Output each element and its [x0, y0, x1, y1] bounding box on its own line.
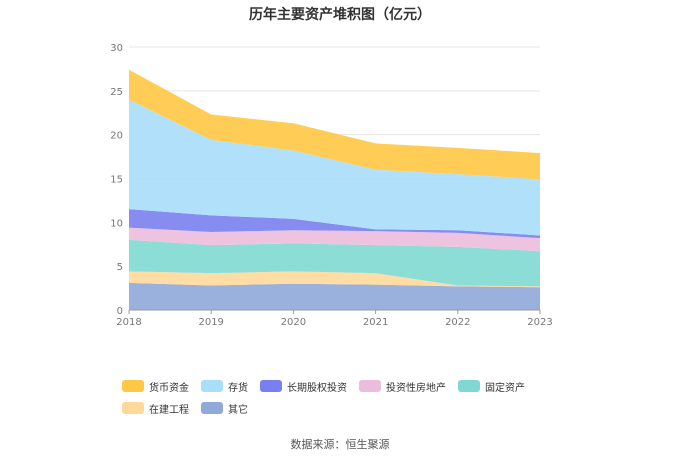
- legend-swatch: [122, 402, 144, 414]
- legend-item[interactable]: 货币资金: [122, 379, 189, 394]
- legend-label: 长期股权投资: [287, 382, 347, 394]
- chart-title: 历年主要资产堆积图（亿元）: [249, 7, 431, 23]
- legend-item[interactable]: 其它: [201, 401, 248, 416]
- legend-item[interactable]: 投资性房地产: [359, 379, 446, 394]
- legend-label: 其它: [228, 404, 248, 416]
- legend-swatch: [201, 380, 223, 392]
- y-tick-label: 5: [117, 262, 123, 273]
- legend-item[interactable]: 在建工程: [122, 401, 189, 416]
- legend-label: 货币资金: [149, 382, 189, 394]
- legend-label: 投资性房地产: [386, 382, 446, 394]
- y-tick-label: 20: [110, 131, 123, 142]
- legend-item[interactable]: 存货: [201, 379, 248, 394]
- legend-swatch: [122, 380, 144, 392]
- area-series-在建工程: [129, 271, 540, 288]
- x-tick-label: 2022: [445, 317, 470, 328]
- y-tick-label: 10: [110, 218, 123, 229]
- y-tick-label: 25: [110, 87, 123, 98]
- legend-item[interactable]: 长期股权投资: [260, 379, 347, 394]
- legend-item[interactable]: 固定资产: [458, 379, 525, 394]
- y-tick-label: 0: [117, 306, 123, 317]
- y-tick-label: 30: [110, 43, 123, 54]
- area-series-投资性房地产: [129, 227, 540, 252]
- area-series-货币资金: [129, 69, 540, 180]
- legend-label: 存货: [228, 382, 248, 394]
- legend-label: 在建工程: [149, 404, 189, 416]
- legend-swatch: [201, 402, 223, 414]
- x-tick-label: 2020: [281, 317, 306, 328]
- x-tick-label: 2023: [527, 317, 552, 328]
- x-tick-label: 2019: [198, 317, 223, 328]
- legend-swatch: [458, 380, 480, 392]
- legend: 货币资金 存货 长期股权投资 投资性房地产 固定资产在建工程 其它: [122, 377, 572, 421]
- x-tick-label: 2018: [116, 317, 141, 328]
- area-series-固定资产: [129, 239, 540, 287]
- x-tick-label: 2021: [363, 317, 388, 328]
- data-source-note: 数据来源：恒生聚源: [290, 438, 390, 451]
- legend-swatch: [260, 380, 282, 392]
- area-series-其它: [129, 282, 540, 310]
- legend-swatch: [359, 380, 381, 392]
- area-series-存货: [129, 99, 540, 236]
- axes: 0 5 10 15 20 25 30 2018 2019 2020 2021 2022 2023: [110, 43, 552, 328]
- area-series-layer: [129, 69, 540, 310]
- area-series-长期股权投资: [129, 209, 540, 239]
- y-tick-label: 15: [110, 175, 123, 186]
- legend-label: 固定资产: [485, 382, 525, 394]
